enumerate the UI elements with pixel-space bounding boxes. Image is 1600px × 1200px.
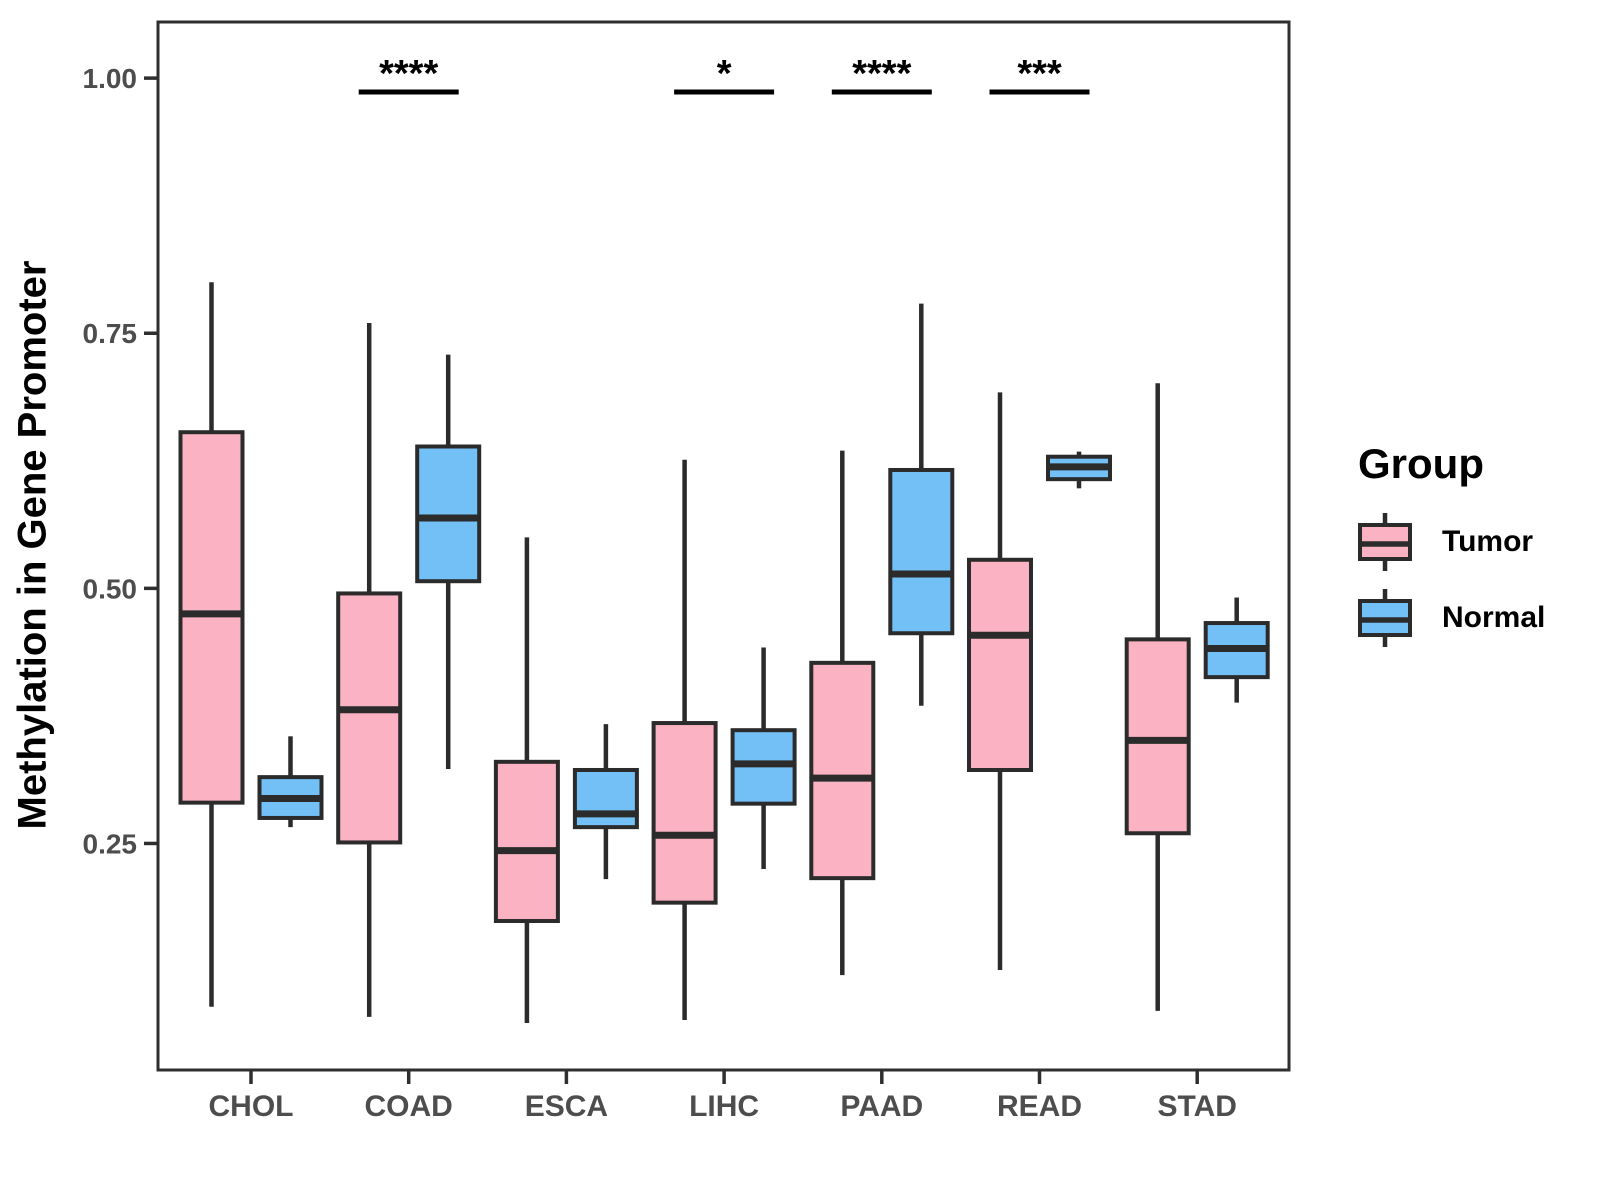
legend-label-tumor: Tumor — [1442, 525, 1534, 558]
legend-entry-normal: Normal — [1356, 586, 1545, 650]
box-tumor-COAD — [336, 591, 403, 845]
x-axis-label-COAD: COAD — [365, 1090, 453, 1123]
sig-stars-COAD: **** — [379, 53, 438, 95]
y-tick-label: 0.75 — [83, 318, 138, 349]
box-tumor-STAD — [1124, 637, 1191, 836]
legend-label-normal: Normal — [1442, 601, 1546, 634]
x-axis-label-LIHC: LIHC — [689, 1090, 759, 1123]
legend-entry-tumor: Tumor — [1356, 510, 1545, 574]
x-axis-label-ESCA: ESCA — [525, 1090, 608, 1123]
x-axis-label-READ: READ — [997, 1090, 1082, 1123]
x-axis-label-STAD: STAD — [1157, 1090, 1236, 1123]
box-tumor-LIHC — [651, 721, 718, 905]
box-tumor-CHOL — [178, 430, 245, 805]
normal-boxplot-glyph — [1358, 589, 1412, 647]
y-tick-label: 1.00 — [83, 63, 138, 94]
box-normal-ESCA — [572, 767, 639, 830]
x-axis-label-PAAD: PAAD — [840, 1090, 923, 1123]
y-axis-title: Methylation in Gene Promoter — [10, 260, 55, 830]
legend-title: Group — [1358, 440, 1484, 487]
box-tumor-PAAD — [809, 660, 876, 881]
y-tick-label: 0.25 — [83, 828, 138, 859]
sig-stars-PAAD: **** — [852, 53, 911, 95]
x-axis-label-CHOL: CHOL — [209, 1090, 294, 1123]
legend: Group Tumor Normal — [1356, 440, 1545, 662]
tumor-boxplot-glyph — [1358, 513, 1412, 571]
panel-border — [156, 20, 1291, 1072]
box-tumor-ESCA — [493, 759, 560, 924]
box-tumor-READ — [967, 557, 1033, 772]
y-tick-label: 0.50 — [83, 573, 138, 604]
box-normal-COAD — [415, 444, 482, 584]
sig-stars-READ: *** — [1017, 53, 1062, 95]
sig-stars-LIHC: * — [717, 53, 732, 95]
box-normal-PAAD — [888, 467, 955, 636]
